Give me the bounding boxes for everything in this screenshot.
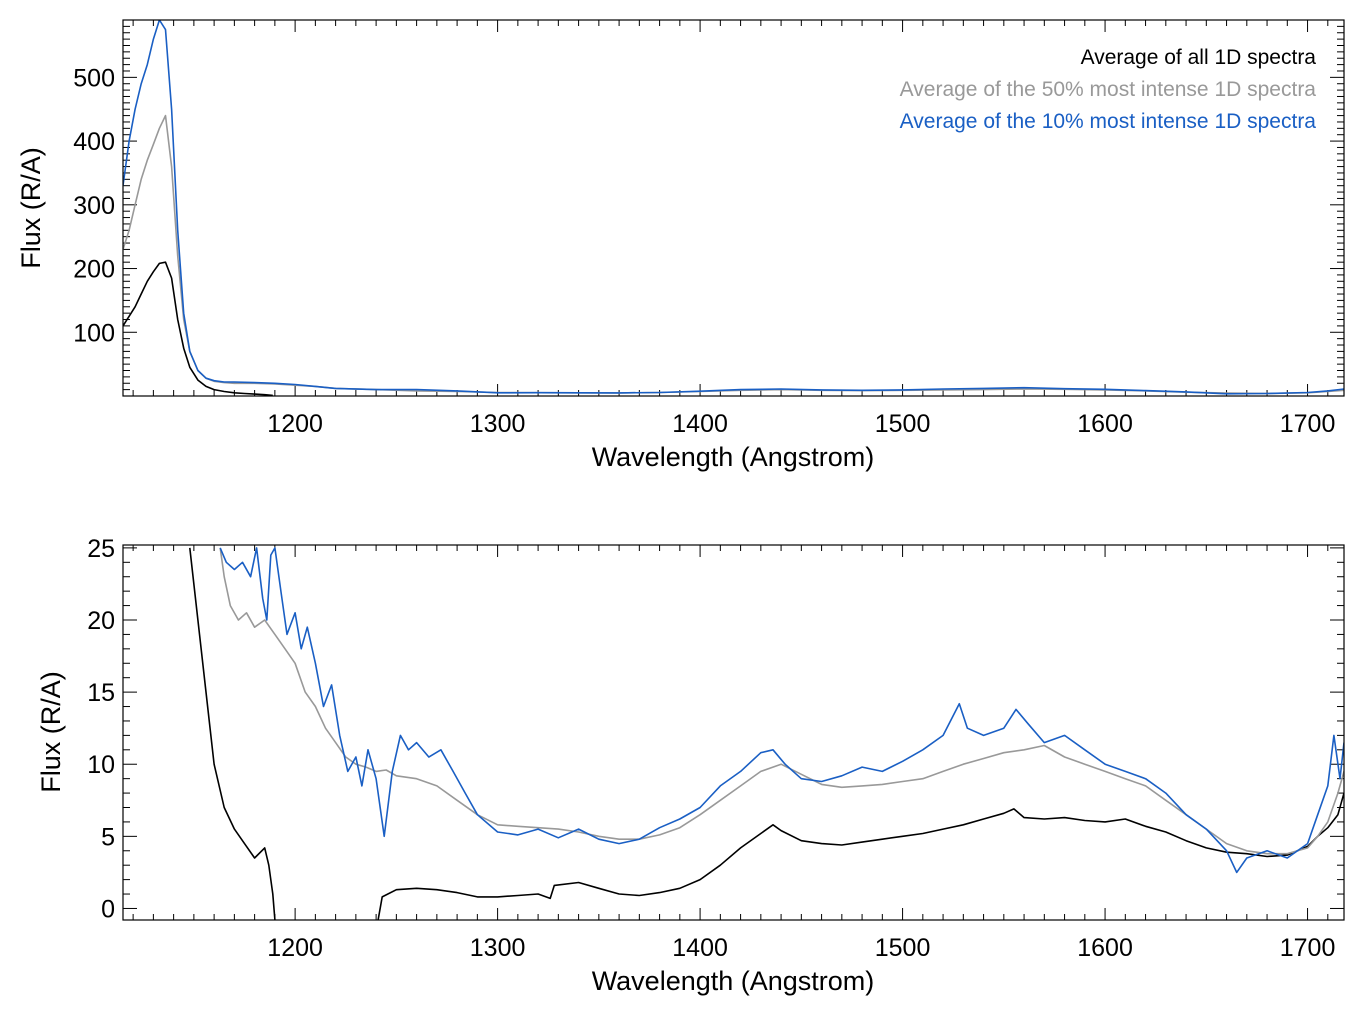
y-tick-label-300: 300 (73, 192, 115, 220)
series-line-all-segment-2 (377, 792, 1344, 920)
bottom-plot-frame (122, 544, 1345, 921)
top-tick-labels: 1200 1300 1400 1500 1600 1700 100 200 300 400 500 (73, 64, 1335, 438)
top-plot-frame (122, 19, 1345, 397)
x-tick-label-1400: 1400 (672, 934, 728, 962)
legend-entry-all: Average of all 1D spectra (1081, 46, 1317, 69)
y-tick-label-15: 15 (87, 679, 115, 707)
y-tick-label-10: 10 (87, 751, 115, 779)
top-panel: 1200 1300 1400 1500 1600 1700100200300400500 … (16, 19, 1345, 472)
y-tick-label-100: 100 (73, 319, 115, 347)
y-tick-label-20: 20 (87, 607, 115, 635)
series-line-top50 (123, 114, 1344, 395)
x-tick-label-1700: 1700 (1280, 410, 1336, 438)
top-ticks (123, 19, 1344, 397)
x-tick-label-1200: 1200 (267, 410, 323, 438)
x-tick-label-1500: 1500 (875, 934, 931, 962)
legend-entry-top50: Average of the 50% most intense 1D spect… (900, 78, 1317, 101)
y-tick-label-500: 500 (73, 64, 115, 92)
x-tick-label-1400: 1400 (672, 410, 728, 438)
x-tick-label-1600: 1600 (1077, 934, 1133, 962)
legend: Average of all 1D spectra Average of the… (900, 46, 1317, 133)
top-y-axis-title: Flux (R/A) (16, 147, 46, 269)
x-tick-label-1600: 1600 (1077, 410, 1133, 438)
legend-entry-top10: Average of the 10% most intense 1D spect… (900, 110, 1317, 133)
bottom-ticks (123, 545, 1344, 920)
series-line-all (123, 261, 273, 396)
y-tick-label-200: 200 (73, 256, 115, 284)
series-line-all (189, 547, 276, 920)
y-tick-label-0: 0 (101, 895, 115, 923)
bottom-y-axis-title: Flux (R/A) (36, 671, 66, 793)
bottom-x-axis-title: Wavelength (Angstrom) (592, 966, 875, 996)
top-x-axis-title: Wavelength (Angstrom) (592, 442, 875, 472)
x-tick-label-1200: 1200 (267, 934, 323, 962)
x-tick-label-1300: 1300 (470, 410, 526, 438)
x-tick-label-1300: 1300 (470, 934, 526, 962)
y-tick-label-400: 400 (73, 128, 115, 156)
y-tick-label-5: 5 (101, 823, 115, 851)
y-tick-label-25: 25 (87, 535, 115, 563)
x-tick-label-1700: 1700 (1280, 934, 1336, 962)
top-series-group (123, 20, 1344, 396)
series-line-top10 (123, 20, 1344, 395)
bottom-series-group (189, 547, 1344, 920)
bottom-tick-labels: 1200 1300 1400 1500 1600 1700 0 5 10 15 20 25 (87, 535, 1335, 962)
series-line-top50 (219, 547, 1344, 855)
x-tick-label-1500: 1500 (875, 410, 931, 438)
bottom-panel: 1200 1300 1400 1500 1600 1700 0 5 10 15 20 25 Wavel… (36, 535, 1345, 996)
series-line-top10 (219, 547, 1344, 874)
